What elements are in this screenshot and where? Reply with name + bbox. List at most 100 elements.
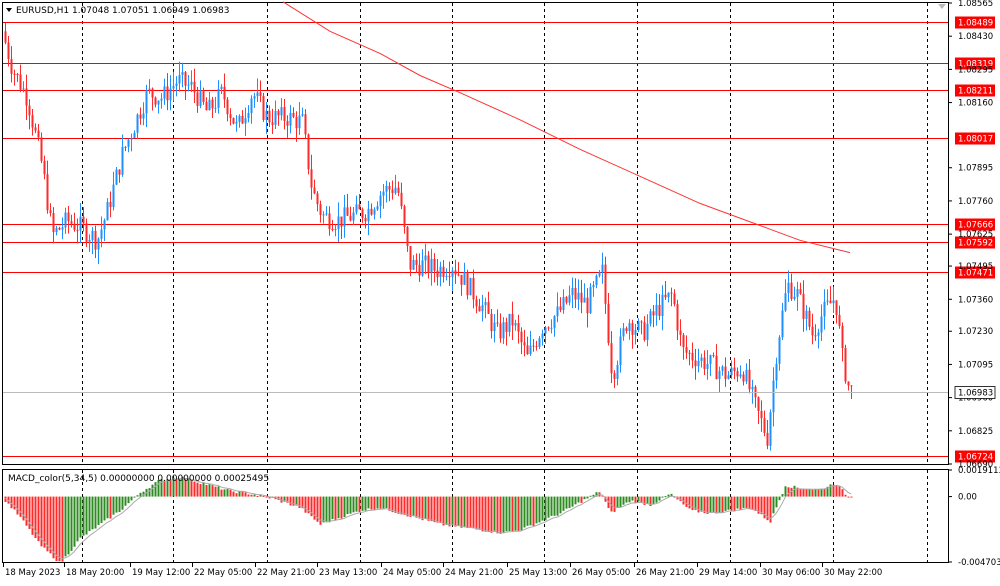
candle-body (790, 282, 793, 299)
macd-bar (388, 496, 391, 511)
candle-body (274, 110, 277, 125)
macd-bar (670, 493, 673, 497)
candle-body (136, 114, 139, 133)
candle-body (409, 246, 412, 270)
macd-bar (370, 496, 373, 510)
macd-bar (454, 496, 457, 527)
macd-bar (820, 488, 823, 497)
candle-body (40, 137, 43, 161)
candle-body (682, 334, 685, 348)
candle-body (19, 74, 22, 90)
macd-bar (823, 488, 826, 497)
macd-bar (796, 487, 799, 497)
candle-body (91, 230, 94, 241)
macd-bar (409, 496, 412, 517)
candle-body (391, 189, 394, 194)
candle-body (589, 287, 592, 314)
candle-body (625, 328, 628, 332)
candles (4, 23, 853, 451)
macd-bar (565, 496, 568, 509)
candle-body (499, 323, 502, 339)
candle-body (730, 367, 733, 376)
candle-body (406, 227, 409, 247)
macd-bar (577, 496, 580, 503)
macd-bar (592, 494, 595, 497)
macd-bar (661, 496, 664, 498)
candle-body (49, 210, 52, 214)
macd-bar (658, 496, 661, 501)
candle-body (55, 228, 58, 233)
macd-bar (817, 489, 820, 497)
candle-body (523, 342, 526, 346)
candle-body (133, 132, 136, 139)
macd-bar (337, 496, 340, 519)
price-tick-label: 1.08160 (958, 99, 993, 109)
candle-body (814, 335, 817, 337)
macd-bar (544, 496, 547, 521)
macd-bar (13, 496, 16, 510)
candle-body (667, 292, 670, 298)
candle-body (196, 92, 199, 106)
macd-bar (613, 496, 616, 512)
macd-bar (379, 496, 382, 509)
macd-bar (517, 496, 520, 532)
level-price-label: 1.07666 (958, 221, 993, 231)
macd-bar (757, 496, 760, 514)
candle-body (643, 322, 646, 340)
macd-bar (133, 496, 136, 498)
macd-bar (847, 496, 850, 498)
candle-body (481, 305, 484, 312)
macd-bar (58, 496, 61, 562)
macd-bar (136, 495, 139, 497)
candle-body (73, 223, 76, 230)
macd-bar (508, 496, 511, 532)
scroll-shift-icon[interactable] (938, 4, 946, 9)
candle-body (691, 352, 694, 361)
macd-bar (343, 496, 346, 517)
candle-body (115, 169, 118, 185)
macd-bar (148, 488, 151, 497)
macd-bar (739, 496, 742, 510)
macd-bar (835, 485, 838, 497)
macd-bar (601, 495, 604, 497)
macd-bar (553, 496, 556, 516)
level-price-tag (955, 218, 995, 231)
candle-body (160, 98, 163, 101)
macd-bar (259, 494, 262, 497)
candle-body (427, 255, 430, 273)
macd-bar (283, 496, 286, 502)
macd-bar (76, 496, 79, 542)
macd-bar (220, 489, 223, 497)
macd-bar (589, 495, 592, 497)
macd-bar (640, 496, 643, 503)
price-tick-label: 1.07230 (958, 327, 993, 337)
macd-bar (535, 496, 538, 524)
main-chart-frame (2, 2, 949, 465)
candle-body (454, 270, 457, 275)
macd-bar (121, 496, 124, 510)
horizontal-levels[interactable]: 1.08489 1.08319 1.08211 1.08017 1.07666 1.075… (3, 16, 995, 463)
collapse-triangle-icon[interactable] (6, 8, 12, 12)
macd-bar (481, 496, 484, 532)
candle-body (430, 258, 433, 273)
candle-body (622, 328, 625, 337)
candle-body (784, 293, 787, 311)
macd-bar (217, 486, 220, 497)
macd-bar (808, 489, 811, 497)
candle-body (298, 115, 301, 129)
candle-body (241, 115, 244, 124)
macd-bar (841, 489, 844, 497)
macd-bar (73, 496, 76, 547)
candle-body (715, 355, 718, 380)
candle-body (616, 365, 619, 379)
macd-bar (391, 496, 394, 513)
candle-body (235, 121, 238, 124)
candle-body (502, 322, 505, 339)
price-tick-label: 1.06690 (958, 460, 993, 470)
macd-bar (724, 496, 727, 511)
level-price-label: 1.06724 (958, 453, 993, 463)
candle-body (349, 215, 352, 221)
candle-body (706, 363, 709, 369)
macd-bar (43, 496, 46, 548)
